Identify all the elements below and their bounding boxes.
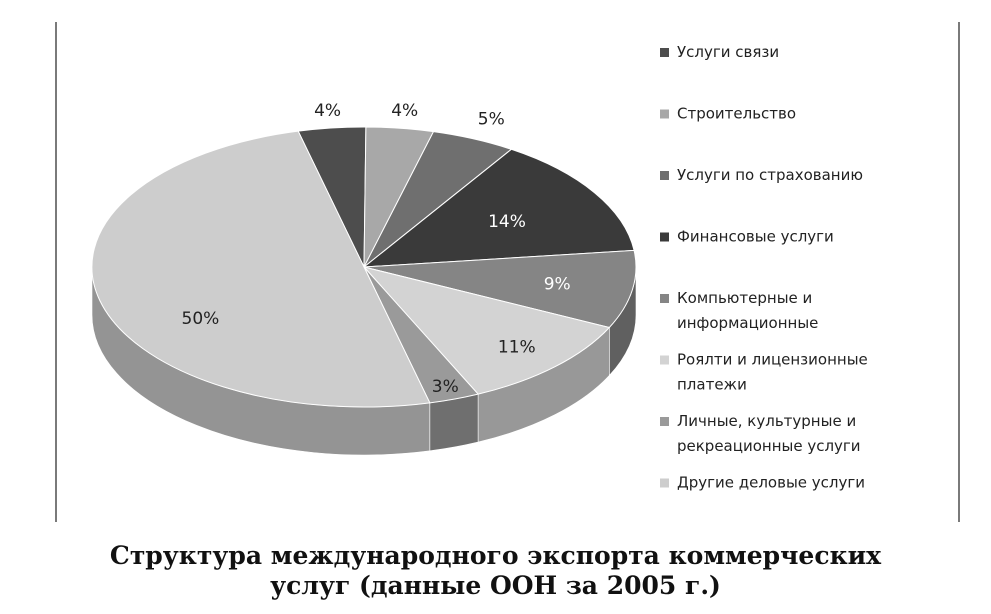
legend-label-6-1: рекреационные услуги	[677, 437, 861, 455]
legend-item-5: Роялти и лицензионные платежи	[660, 351, 868, 394]
pie-slice-7	[90, 130, 431, 408]
pie-slice-5	[362, 266, 611, 395]
legend-swatch-5	[660, 355, 669, 365]
legend-item-1: Строительство	[660, 105, 796, 123]
pie-slice-3	[362, 148, 635, 268]
pie-label-0: 4%	[314, 101, 341, 121]
chart-caption: Структура международного экспорта коммер…	[0, 541, 991, 601]
legend-label-1-0: Строительство	[677, 105, 796, 123]
legend-label-4-0: Компьютерные и	[677, 289, 812, 307]
pie-label-2: 5%	[478, 109, 505, 129]
pie-label-5: 11%	[498, 338, 536, 358]
legend-swatch-1	[660, 109, 669, 119]
pie-label-1: 4%	[391, 101, 418, 121]
legend-label-0-0: Услуги связи	[677, 43, 779, 61]
pie-slice-4	[363, 249, 637, 329]
pie-labels: 4% 4% 5% 14% 9% 11% 3% 50%	[182, 101, 571, 397]
pie-sides	[91, 266, 637, 456]
legend-item-7: Другие деловые услуги	[660, 474, 865, 492]
caption-line-1: Структура международного экспорта коммер…	[109, 541, 882, 570]
legend-label-4-1: информационные	[677, 314, 818, 332]
pie-label-7: 50%	[182, 309, 220, 329]
pie-label-4: 9%	[544, 275, 571, 295]
legend-swatch-0	[660, 48, 669, 57]
pie-slice-side-6	[429, 393, 479, 452]
legend-swatch-7	[660, 478, 669, 488]
pie-label-3: 14%	[488, 212, 526, 232]
legend-item-3: Финансовые услуги	[660, 228, 834, 246]
legend-label-7-0: Другие деловые услуги	[677, 474, 865, 492]
pie-slices	[90, 126, 637, 408]
legend-item-2: Услуги по страхованию	[660, 166, 863, 184]
legend-item-6: Личные, культурные и рекреационные услуги	[660, 412, 861, 455]
legend-swatch-3	[660, 232, 669, 242]
legend-label-2-0: Услуги по страхованию	[677, 166, 863, 184]
legend-label-5-0: Роялти и лицензионные	[677, 351, 868, 369]
legend-label-5-1: платежи	[677, 376, 747, 394]
legend-swatch-4	[660, 294, 669, 303]
legend-swatch-6	[660, 417, 669, 426]
legend-item-4: Компьютерные и информационные	[660, 289, 818, 332]
caption-line-2: услуг (данные ООН за 2005 г.)	[270, 571, 721, 600]
pie-chart: 4% 4% 5% 14% 9% 11% 3% 50% Услуги связи Строител…	[90, 43, 868, 492]
chart-frame: 4% 4% 5% 14% 9% 11% 3% 50% Услуги связи Строител…	[55, 22, 960, 522]
legend-label-6-0: Личные, культурные и	[677, 412, 856, 430]
legend: Услуги связи Строительство Услуги по страх…	[660, 43, 868, 492]
legend-swatch-2	[660, 171, 669, 180]
legend-label-3-0: Финансовые услуги	[677, 228, 834, 246]
pie-label-6: 3%	[432, 377, 459, 397]
legend-item-0: Услуги связи	[660, 43, 779, 61]
